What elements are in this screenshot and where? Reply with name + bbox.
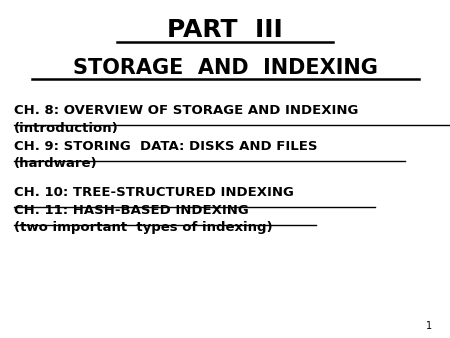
Text: CH. 9: STORING  DATA: DISKS AND FILES: CH. 9: STORING DATA: DISKS AND FILES bbox=[14, 140, 317, 152]
Text: CH. 11: HASH-BASED INDEXING: CH. 11: HASH-BASED INDEXING bbox=[14, 204, 248, 217]
Text: (hardware): (hardware) bbox=[14, 157, 97, 170]
Text: 1: 1 bbox=[426, 321, 432, 331]
Text: STORAGE  AND  INDEXING: STORAGE AND INDEXING bbox=[72, 57, 378, 78]
Text: CH. 8: OVERVIEW OF STORAGE AND INDEXING: CH. 8: OVERVIEW OF STORAGE AND INDEXING bbox=[14, 104, 358, 117]
Text: CH. 10: TREE-STRUCTURED INDEXING: CH. 10: TREE-STRUCTURED INDEXING bbox=[14, 186, 293, 199]
Text: (two important  types of indexing): (two important types of indexing) bbox=[14, 221, 272, 234]
Text: (introduction): (introduction) bbox=[14, 122, 118, 135]
Text: PART  III: PART III bbox=[167, 18, 283, 43]
